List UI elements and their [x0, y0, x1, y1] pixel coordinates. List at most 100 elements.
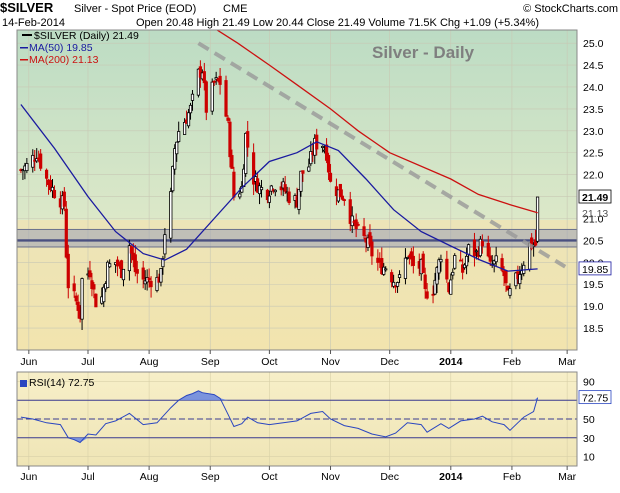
date-tick-label: 2014 — [439, 356, 463, 368]
candle-body — [324, 144, 329, 161]
candle-body — [210, 81, 214, 112]
candle-body — [449, 279, 453, 295]
candle-body — [183, 122, 187, 135]
candle-body — [287, 191, 291, 204]
watermark: © StockCharts.com — [523, 3, 618, 15]
candle-body — [492, 260, 496, 265]
candle-body — [338, 183, 342, 198]
candle-body — [411, 255, 415, 266]
candle-body — [149, 280, 153, 288]
legend-ma200: MA(200) 21.13 — [29, 54, 99, 66]
candle-body — [445, 258, 449, 280]
candle-body — [269, 185, 273, 192]
candle-body — [265, 189, 270, 201]
date-tick-label: Mar — [558, 356, 577, 368]
candle-body — [127, 245, 131, 272]
exchange-label: CME — [223, 3, 247, 15]
price-tick-label: 22.5 — [583, 148, 604, 160]
candle-body — [340, 195, 344, 200]
price-tick-label: 23.5 — [583, 104, 604, 116]
candle-body — [395, 282, 400, 287]
candle-body — [196, 68, 201, 96]
candle-body — [244, 132, 248, 174]
rsi-last-box — [578, 390, 612, 405]
candle-body — [297, 188, 301, 210]
candle-body — [155, 277, 159, 291]
rsi-tick-label: 10 — [583, 452, 595, 464]
price-tick-label: 23.0 — [583, 126, 604, 138]
candle-body — [228, 121, 232, 158]
price-tick-label: 19.0 — [583, 301, 604, 313]
candle-body — [50, 186, 55, 192]
candle-body — [466, 244, 471, 255]
candle-body — [380, 258, 384, 275]
candle-body — [226, 117, 230, 121]
candle-body — [141, 267, 145, 280]
candle-body — [74, 295, 78, 302]
candle-body — [66, 253, 70, 289]
candle-body — [283, 184, 287, 192]
date-tick-label: Aug — [140, 356, 159, 368]
support-band — [16, 228, 578, 248]
candle-body — [259, 187, 264, 191]
price-label-box — [578, 189, 612, 204]
date-tick-label: Feb — [503, 356, 521, 368]
date-tick-label: Jul — [81, 471, 94, 483]
legend-main: $SILVER (Daily) 21.49 — [34, 30, 139, 42]
candle-body — [133, 254, 137, 273]
date-axis-rsi: Jun Jul Aug Sep Oct Nov Dec 2014 Feb Mar — [20, 466, 577, 483]
candle-body — [44, 169, 49, 179]
rsi-line — [20, 390, 539, 444]
candlesticks — [19, 60, 540, 331]
candle-body — [435, 267, 439, 285]
candle-body — [72, 283, 76, 292]
rsi-oversold-fill — [20, 437, 538, 443]
instrument-name: Silver - Spot Price (EOD) — [74, 3, 196, 15]
price-tick-label: 25.0 — [583, 38, 604, 50]
candle-body — [309, 151, 313, 165]
candle-body — [486, 242, 490, 257]
rsi-axis: 103050709072.75 — [578, 376, 612, 464]
candle-body — [64, 208, 68, 258]
date-tick-label: Dec — [380, 356, 399, 368]
rsi-tick-label: 50 — [583, 414, 595, 426]
candle-body — [461, 264, 465, 273]
rsi-tick-label: 30 — [583, 433, 595, 445]
candle-body — [421, 253, 425, 273]
ohlc-readout: Open 20.48 High 21.49 Low 20.44 Close 21… — [136, 17, 539, 29]
candle-body — [204, 81, 208, 113]
candle-body — [88, 270, 92, 278]
date-tick-label: Aug — [140, 471, 159, 483]
candle-body — [478, 238, 482, 257]
legend-swatch-main — [22, 34, 32, 36]
price-label-box — [578, 261, 612, 276]
candle-body — [121, 268, 126, 281]
date-tick-label: Jun — [20, 471, 37, 483]
price-tick-label: 19.5 — [583, 279, 604, 291]
candle-body — [439, 258, 443, 263]
price-tick-label: 22.0 — [583, 170, 604, 182]
candle-body — [518, 274, 522, 285]
rsi-series — [20, 390, 539, 444]
candle-body — [301, 170, 305, 174]
candle-body — [230, 155, 234, 169]
candle-body — [409, 251, 413, 260]
rsi-tick-label: 90 — [583, 376, 595, 388]
candle-body — [129, 246, 133, 254]
candle-body — [384, 268, 388, 271]
candle-body — [35, 158, 39, 162]
candle-body — [159, 268, 163, 283]
candle-body — [494, 255, 498, 263]
price-labels: 21.49 21.13 19.85 — [578, 189, 612, 276]
ma50-line — [20, 104, 538, 272]
price-label-text: 21.13 — [582, 208, 608, 220]
rsi-last-label: 72.75 — [582, 393, 608, 405]
date-tick-label: Oct — [261, 356, 277, 368]
candle-body — [464, 255, 469, 267]
date-tick-label: Jun — [20, 356, 37, 368]
trendline — [197, 41, 567, 269]
candle-body — [52, 189, 57, 199]
candle-body — [514, 272, 518, 287]
candle-body — [533, 239, 538, 246]
candle-body — [214, 77, 218, 80]
